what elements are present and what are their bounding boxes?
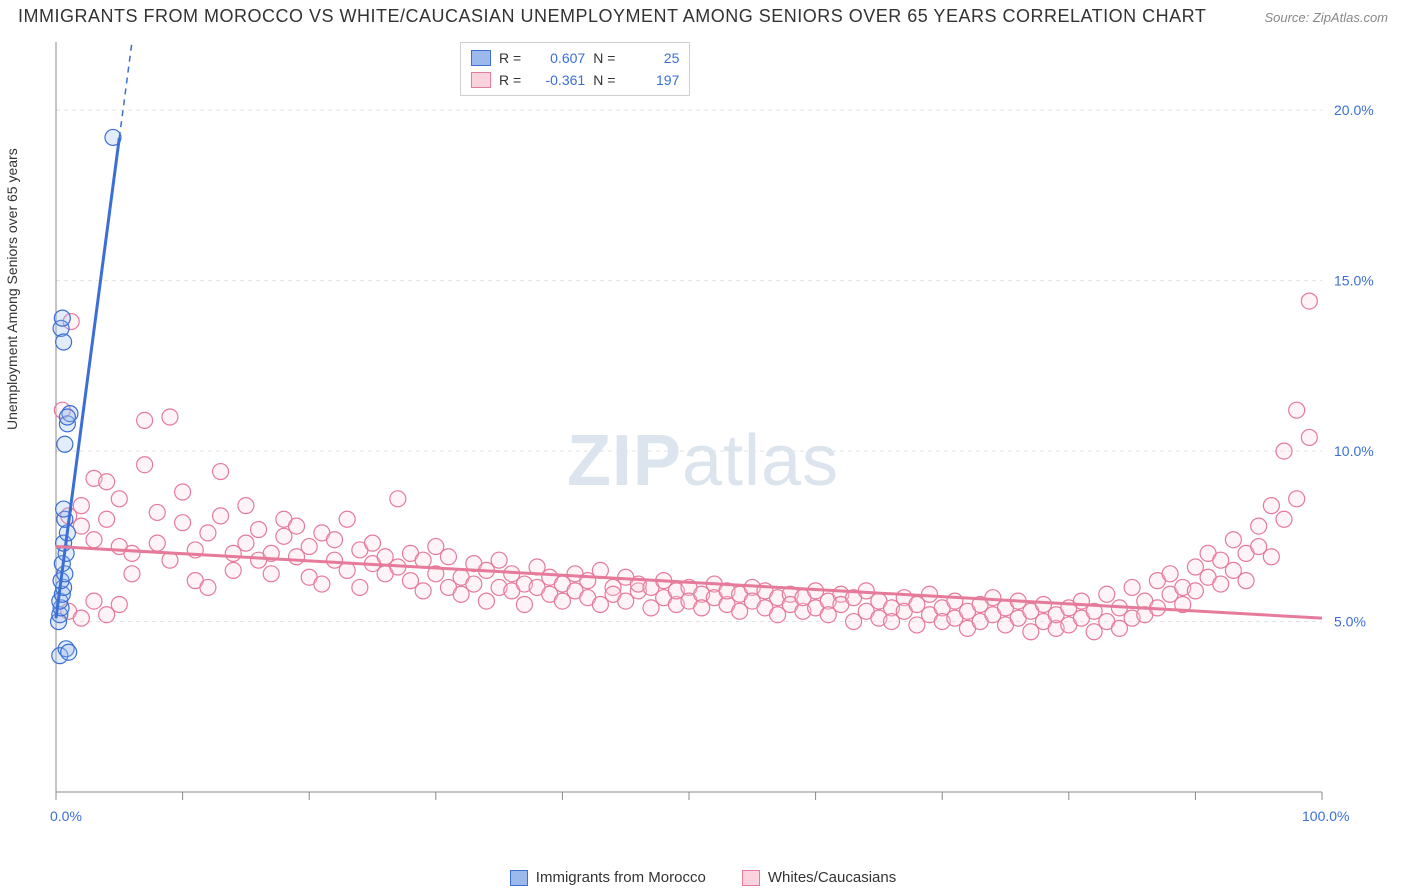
svg-text:10.0%: 10.0% [1334, 443, 1374, 459]
series-legend: Immigrants from Morocco Whites/Caucasian… [0, 869, 1406, 886]
legend-item-1: Whites/Caucasians [742, 869, 896, 886]
x-axis-min-label: 0.0% [50, 808, 82, 824]
swatch-icon [471, 50, 491, 66]
chart-title: IMMIGRANTS FROM MOROCCO VS WHITE/CAUCASI… [18, 6, 1206, 27]
swatch-icon [471, 72, 491, 88]
svg-text:5.0%: 5.0% [1334, 614, 1366, 630]
source-label: Source: ZipAtlas.com [1264, 10, 1388, 25]
svg-text:20.0%: 20.0% [1334, 102, 1374, 118]
swatch-icon [742, 870, 760, 886]
legend-row-0: R = 0.607 N = 25 [471, 47, 679, 69]
correlation-legend: R = 0.607 N = 25 R = -0.361 N = 197 [460, 42, 690, 96]
legend-row-1: R = -0.361 N = 197 [471, 69, 679, 91]
chart-area: 5.0% 10.0% 15.0% 20.0% [50, 36, 1390, 836]
y-axis-label: Unemployment Among Seniors over 65 years [4, 148, 20, 430]
x-axis-max-label: 100.0% [1302, 808, 1349, 824]
svg-text:15.0%: 15.0% [1334, 273, 1374, 289]
swatch-icon [510, 870, 528, 886]
legend-item-0: Immigrants from Morocco [510, 869, 706, 886]
